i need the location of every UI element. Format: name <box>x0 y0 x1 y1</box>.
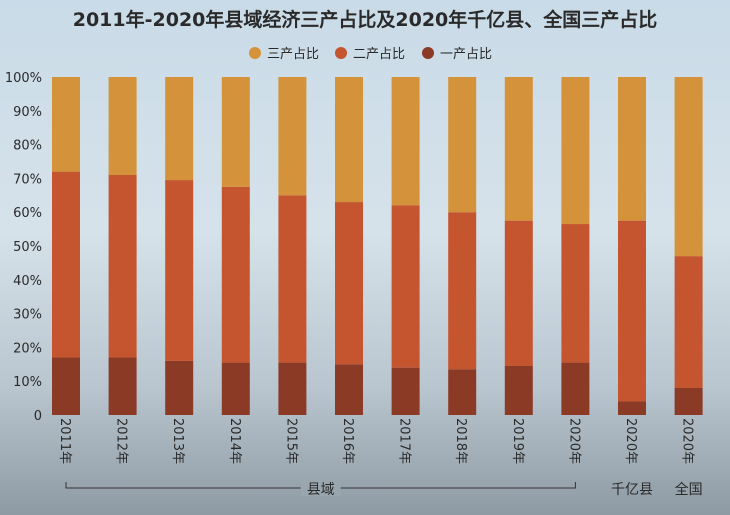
y-tick-label: 40% <box>13 274 42 289</box>
bar-segment <box>391 77 420 206</box>
bar-segment <box>618 220 646 402</box>
group-label: 全国 <box>675 481 703 498</box>
bar-segment <box>504 77 533 221</box>
bar-segment <box>165 360 194 415</box>
bar-segment <box>391 205 420 368</box>
x-axis: 2011年 2012年 2013年 2014年 2015年 2016年 2017年 2018年… <box>57 418 695 464</box>
y-tick-label: 100% <box>5 71 42 86</box>
bar-segment <box>674 256 703 388</box>
bar-segment <box>618 401 646 415</box>
bar-segment <box>278 77 307 196</box>
legend-label: 一产占比 <box>440 47 492 62</box>
y-tick-label: 80% <box>13 139 42 154</box>
bar-segment <box>52 357 80 415</box>
bar-segment <box>108 77 137 176</box>
group-label: 县域 <box>307 482 335 498</box>
bar-segment <box>335 202 363 365</box>
bar-segment <box>674 77 703 257</box>
x-tick-label: 2018年 <box>453 418 468 464</box>
chart-title: 2011年-2020年县域经济三产占比及2020年千亿县、全国三产占比 <box>73 8 658 31</box>
bar-segment <box>561 224 590 363</box>
x-tick-label: 2014年 <box>227 418 242 464</box>
x-tick-label: 2016年 <box>340 418 355 464</box>
legend-swatch <box>335 47 347 59</box>
bar-segment <box>108 357 137 415</box>
bar-segment <box>504 365 533 415</box>
x-tick-label: 2015年 <box>283 418 298 464</box>
y-axis: 0 10% 20% 30% 40% 50% 60% 70% 80% 90% 100% <box>5 71 42 424</box>
bar-segment <box>221 186 250 363</box>
bar-segment <box>561 77 590 225</box>
bar-segment <box>448 369 477 415</box>
x-tick-label: 2020年 <box>566 418 581 464</box>
group-label-bg <box>300 480 341 496</box>
bar-segment <box>221 362 250 415</box>
legend-swatch <box>422 47 434 59</box>
bar-segment <box>335 364 363 415</box>
group-label: 千亿县 <box>611 482 653 498</box>
bar-segment <box>108 175 137 358</box>
y-tick-label: 20% <box>13 341 42 356</box>
y-tick-label: 10% <box>13 375 42 390</box>
x-tick-label: 2020年 <box>680 418 695 464</box>
bar-segment <box>278 195 307 363</box>
legend-swatch <box>249 47 261 59</box>
bar-segment <box>391 367 420 415</box>
legend: 三产占比 二产占比 一产占比 <box>249 47 492 62</box>
x-tick-label: 2017年 <box>397 418 412 464</box>
bar-segment <box>561 362 590 415</box>
y-tick-label: 30% <box>13 308 42 323</box>
bar-segment <box>52 171 80 358</box>
bars <box>52 77 703 415</box>
bar-segment <box>448 212 477 370</box>
bar-segment <box>278 362 307 415</box>
x-tick-label: 2019年 <box>510 418 525 464</box>
bar-segment <box>504 220 533 366</box>
legend-label: 二产占比 <box>353 47 405 62</box>
x-tick-label: 2020年 <box>623 418 638 464</box>
y-tick-label: 70% <box>13 172 42 187</box>
category-groups: 县域 千亿县 全国 <box>65 480 703 498</box>
bar-segment <box>165 77 194 181</box>
x-tick-label: 2011年 <box>57 418 72 464</box>
bar-segment <box>221 77 250 187</box>
bar-segment <box>448 77 477 213</box>
legend-label: 三产占比 <box>267 47 319 62</box>
y-tick-label: 60% <box>13 206 42 221</box>
y-tick-label: 0 <box>34 409 42 424</box>
bar-segment <box>618 77 646 221</box>
y-tick-label: 50% <box>13 240 42 255</box>
bar-segment <box>165 180 194 361</box>
y-tick-label: 90% <box>13 105 42 120</box>
x-tick-label: 2013年 <box>170 418 185 464</box>
bar-segment <box>674 387 703 415</box>
bar-segment <box>335 77 363 203</box>
bar-segment <box>52 77 80 172</box>
x-tick-label: 2012年 <box>114 418 129 464</box>
